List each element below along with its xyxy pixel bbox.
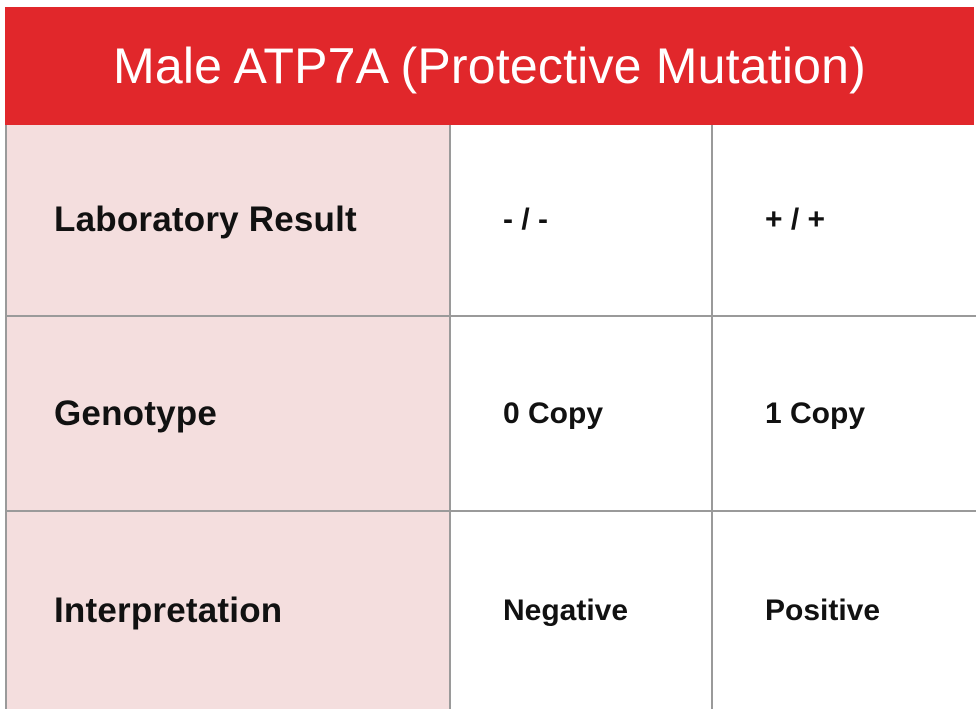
row-label-interpretation: Interpretation bbox=[7, 512, 451, 709]
cell-genotype-zero: 0 Copy bbox=[451, 317, 713, 512]
row-label-text: Laboratory Result bbox=[54, 200, 357, 239]
row-label-text: Interpretation bbox=[54, 590, 283, 630]
results-table: Laboratory Result - / - + / + Genotype 0… bbox=[5, 125, 976, 709]
table-title: Male ATP7A (Protective Mutation) bbox=[5, 7, 974, 125]
row-label-laboratory-result: Laboratory Result bbox=[7, 125, 451, 317]
cell-result-positive: + / + bbox=[713, 125, 976, 317]
row-label-genotype: Genotype bbox=[7, 317, 451, 512]
cell-result-negative: - / - bbox=[451, 125, 713, 317]
cell-genotype-one: 1 Copy bbox=[713, 317, 976, 512]
cell-interpretation-positive: Positive bbox=[713, 512, 976, 709]
row-label-text: Genotype bbox=[54, 393, 218, 433]
cell-interpretation-negative: Negative bbox=[451, 512, 713, 709]
